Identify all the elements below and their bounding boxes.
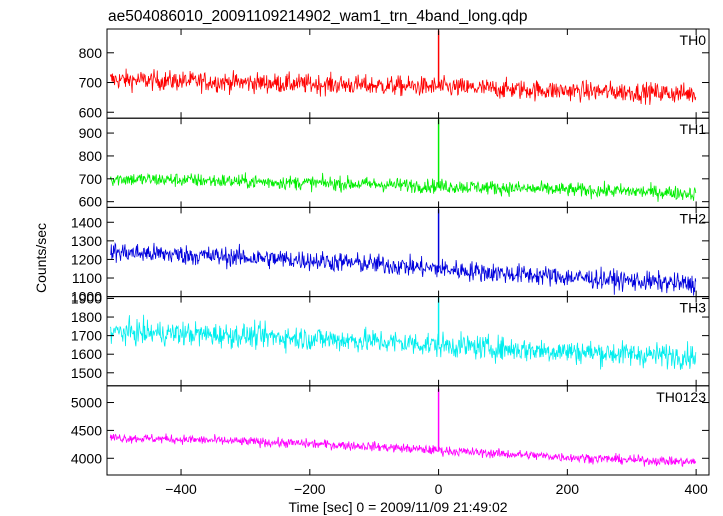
y-tick-label: 5000 <box>71 395 102 411</box>
x-axis: −400 −200 0 200 400 <box>165 481 708 497</box>
y-tick-label: 1200 <box>71 251 102 267</box>
y-tick-label: 1000 <box>71 289 102 305</box>
panel-frame <box>106 117 710 208</box>
panel-th1: 600 700 800 900 TH1 <box>79 117 710 210</box>
series-line-th1 <box>109 172 697 202</box>
series-line-th2 <box>110 242 697 296</box>
series-line-th3 <box>109 314 697 370</box>
y-tick-label: 1500 <box>71 365 102 381</box>
y-tick-label: 4500 <box>71 422 102 438</box>
y-tick-label: 1700 <box>71 328 102 344</box>
y-axis-label: Counts/sec <box>33 223 49 293</box>
panel-label: TH2 <box>680 210 707 226</box>
panel-th0: 600 700 800 TH0 <box>79 28 710 120</box>
panel-frame <box>106 28 710 119</box>
y-tick-label: 900 <box>79 125 103 141</box>
y-tick-label: 600 <box>79 194 103 210</box>
y-tick-label: 1400 <box>71 214 102 230</box>
x-tick-label: −200 <box>294 481 326 497</box>
y-tick-label: 800 <box>79 45 103 61</box>
x-tick-label: 0 <box>435 481 443 497</box>
x-tick-label: 400 <box>684 481 708 497</box>
panel-label: TH0 <box>680 32 707 48</box>
y-tick-label: 700 <box>79 75 103 91</box>
y-tick-label: 700 <box>79 171 103 187</box>
x-tick-label: 200 <box>556 481 580 497</box>
panel-label: TH1 <box>680 121 707 137</box>
y-tick-label: 1300 <box>71 233 102 249</box>
y-tick-label: 1600 <box>71 346 102 362</box>
y-tick-label: 4000 <box>71 450 102 466</box>
panel-th3: 1500 1600 1700 1800 1900 TH3 <box>71 290 710 387</box>
panel-label: TH3 <box>680 300 707 316</box>
chart-title: ae504086010_20091109214902_wam1_trn_4ban… <box>108 8 527 25</box>
series-line-th0 <box>109 68 697 105</box>
y-tick-label: 1900 <box>71 290 102 306</box>
y-tick-label: 800 <box>79 148 103 164</box>
x-axis-label: Time [sec] 0 = 2009/11/09 21:49:02 <box>288 499 507 515</box>
y-tick-label: 1800 <box>71 309 102 325</box>
panel-th2: 1000 1100 1200 1300 1400 TH2 <box>71 206 710 305</box>
series-line-th0123 <box>109 433 697 468</box>
x-tick-label: −400 <box>165 481 197 497</box>
y-tick-label: 1100 <box>72 270 102 286</box>
panel-th0123: 4000 4500 5000 TH0123 <box>71 385 710 476</box>
panel-label: TH0123 <box>656 389 706 405</box>
y-tick-label: 600 <box>79 104 103 120</box>
